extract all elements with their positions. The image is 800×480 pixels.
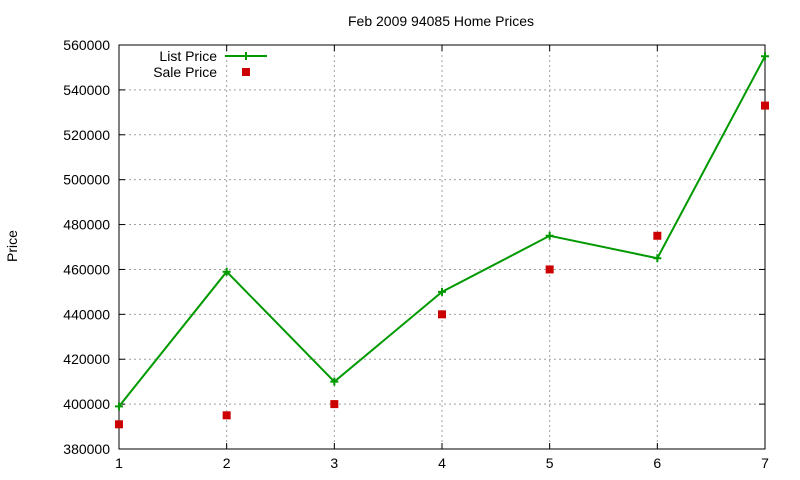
y-tick-label: 540000 — [63, 82, 110, 98]
y-tick-label: 420000 — [63, 351, 110, 367]
plot-frame — [118, 44, 766, 450]
chart-title: Feb 2009 94085 Home Prices — [348, 13, 534, 29]
data-point-square — [761, 101, 769, 110]
data-point-square — [545, 265, 554, 274]
data-point-plus — [222, 267, 231, 276]
data-point-plus — [545, 231, 554, 240]
data-point-square — [438, 310, 446, 319]
series-0 — [115, 52, 769, 411]
legend-label: Sale Price — [153, 64, 217, 80]
data-point-plus — [438, 287, 446, 296]
data-point-plus — [761, 52, 769, 61]
grid-lines — [119, 45, 765, 449]
y-tick-label: 560000 — [63, 37, 110, 53]
legend-plus-swatch — [242, 52, 250, 60]
y-tick-label: 440000 — [63, 306, 110, 322]
x-tick-label: 2 — [223, 455, 231, 471]
y-tick-label: 500000 — [63, 172, 110, 188]
axes: 380000 400000 420000 440000 460000 480000 5000… — [63, 37, 769, 471]
data-point-square — [115, 420, 123, 429]
legend-label: List Price — [159, 48, 217, 64]
data-point-square — [222, 411, 231, 420]
y-tick-label: 380000 — [63, 441, 110, 457]
data-point-plus — [330, 377, 339, 386]
data-point-square — [653, 231, 662, 240]
legend-square-swatch — [242, 68, 250, 76]
x-tick-label: 5 — [546, 455, 554, 471]
x-tick-label: 3 — [330, 455, 338, 471]
y-tick-label: 480000 — [63, 217, 110, 233]
x-tick-label: 6 — [653, 455, 661, 471]
y-tick-label: 400000 — [63, 396, 110, 412]
data-point-plus — [115, 402, 123, 411]
data-point-square — [330, 400, 339, 409]
x-tick-label: 4 — [438, 455, 446, 471]
series-layer — [115, 52, 769, 429]
y-tick-label: 520000 — [63, 127, 110, 143]
series-1 — [115, 101, 769, 429]
y-tick-label: 460000 — [63, 261, 110, 277]
x-tick-label: 1 — [115, 455, 123, 471]
y-axis-label: Price — [4, 230, 20, 262]
x-tick-label: 7 — [761, 455, 769, 471]
data-point-plus — [653, 254, 662, 263]
